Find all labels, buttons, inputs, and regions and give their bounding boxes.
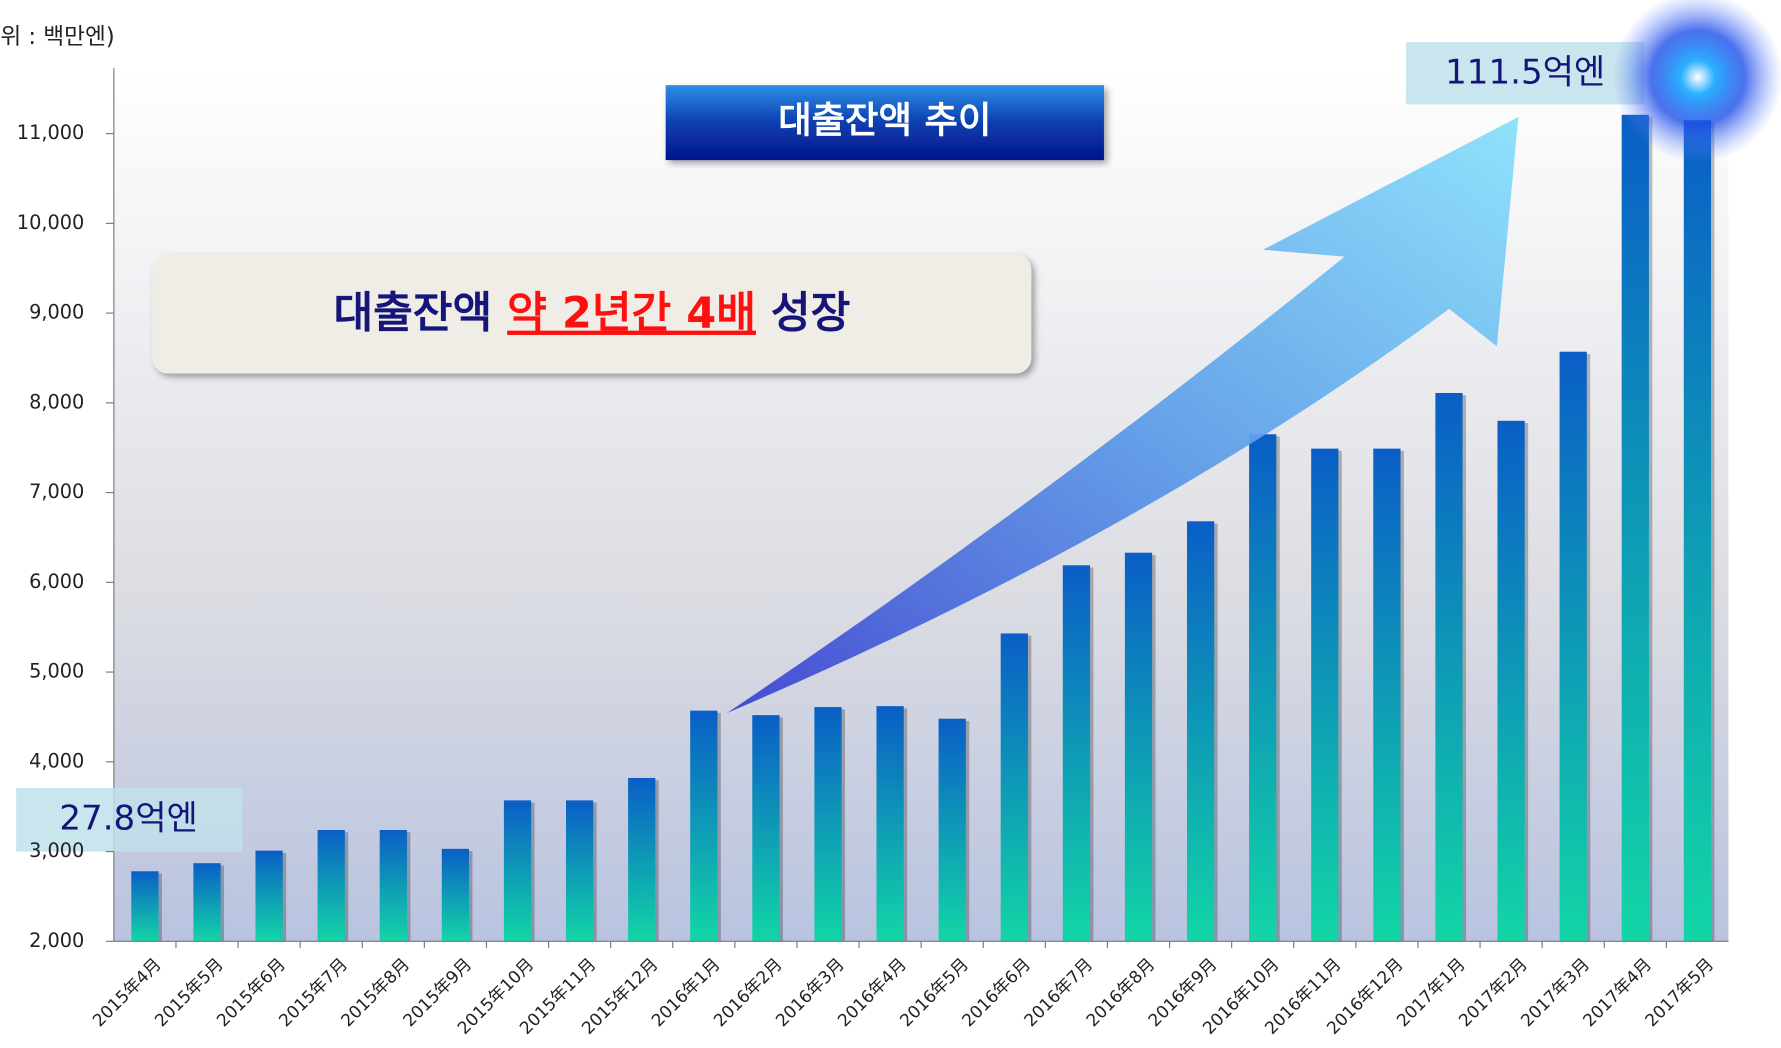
annotation: 111.5억엔 [1445, 52, 1605, 92]
bar [814, 707, 841, 941]
y-tick-label: 7,000 [29, 480, 84, 503]
bar [1560, 352, 1587, 942]
bar [131, 871, 158, 941]
y-tick-label: 11,000 [17, 121, 85, 144]
y-tick-label: 8,000 [29, 390, 84, 413]
callout: 대출잔액 약 2년간 4배 성장 [333, 288, 850, 338]
y-axis-label: 위 : 백만엔) [0, 24, 114, 50]
bar [318, 830, 345, 941]
bar [1373, 449, 1400, 942]
y-tick-label: 9,000 [29, 301, 84, 324]
y-tick-label: 2,000 [29, 929, 84, 952]
bar [628, 778, 655, 941]
bar [1622, 115, 1649, 941]
bar [1125, 553, 1152, 942]
bar [504, 800, 531, 941]
bar [566, 800, 593, 941]
annotation: 27.8억엔 [59, 798, 197, 838]
chart: 위 : 백만엔) 대출잔액 추이 대출잔액 약 2년간 4배 성장 27.8억엔… [0, 0, 1781, 1048]
bar [1311, 449, 1338, 942]
bar [690, 711, 717, 942]
callout-highlight: 약 2년간 4배 [507, 288, 756, 338]
bar [876, 706, 903, 941]
bar [193, 863, 220, 941]
bar [442, 849, 469, 941]
bar [1684, 120, 1711, 941]
bar [939, 719, 966, 942]
y-tick-label: 4,000 [29, 749, 84, 772]
bar [1249, 434, 1276, 941]
y-tick-label: 5,000 [29, 660, 84, 683]
bar [1435, 393, 1462, 941]
bar [1001, 633, 1028, 941]
bar [752, 715, 779, 941]
callout-text: 성장 [771, 288, 850, 338]
chart-title: 대출잔액 추이 [778, 99, 991, 142]
bar [255, 851, 282, 942]
bar [380, 830, 407, 941]
bar [1187, 521, 1214, 941]
y-tick-label: 6,000 [29, 570, 84, 593]
bar [1497, 421, 1524, 941]
callout-text: 대출잔액 [333, 288, 492, 338]
bar [1063, 565, 1090, 941]
y-tick-label: 3,000 [29, 839, 84, 862]
y-tick-label: 10,000 [17, 211, 85, 234]
